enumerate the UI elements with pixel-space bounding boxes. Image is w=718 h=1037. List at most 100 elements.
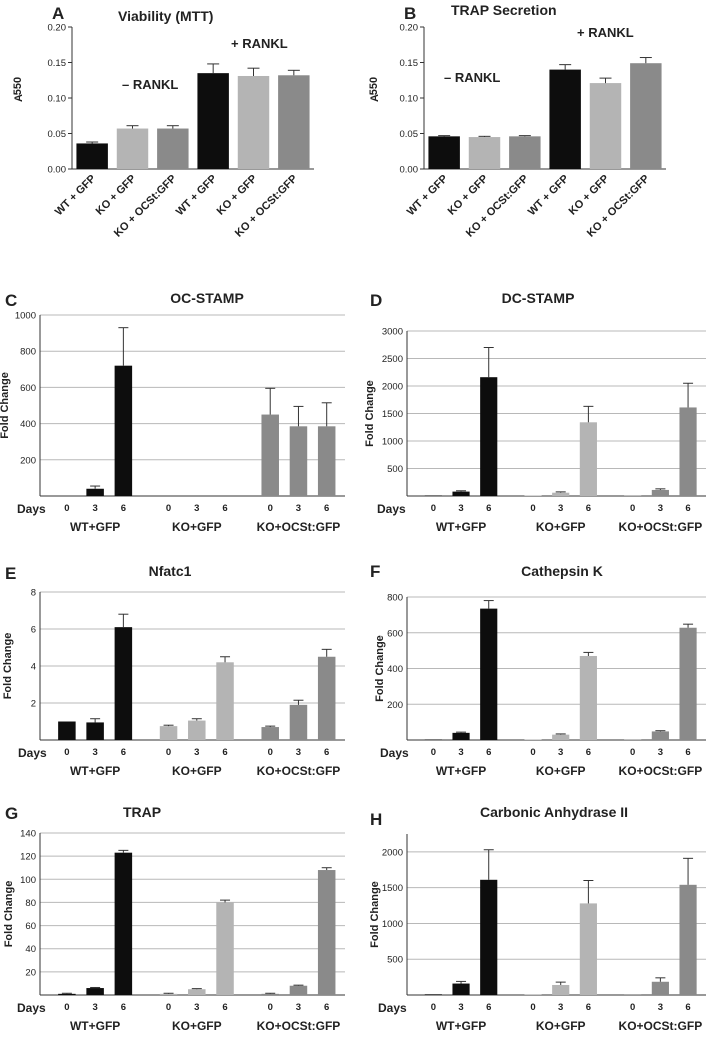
day-tick-label: 0 [64, 747, 69, 758]
y-tick-label: 1500 [382, 883, 403, 894]
bar [552, 734, 570, 740]
day-tick-label: 6 [685, 1002, 690, 1013]
day-tick-label: 3 [458, 747, 463, 758]
day-tick-label: 0 [166, 1002, 171, 1013]
y-tick-label: 800 [20, 347, 36, 358]
y-axis-label: Fold Change [2, 633, 14, 700]
y-tick-label: 1000 [382, 919, 403, 930]
panel-letter-c: C [5, 291, 17, 310]
day-tick-label: 3 [296, 1002, 301, 1013]
panel-letter-f: F [370, 562, 380, 581]
bar [261, 727, 279, 740]
chart-title: Nfatc1 [149, 563, 192, 579]
day-tick-label: 3 [296, 503, 301, 514]
bar [452, 732, 470, 740]
y-axis-label: A [13, 94, 25, 102]
bar [116, 128, 149, 169]
y-tick-label: 600 [20, 383, 36, 394]
group-label: KO+GFP [536, 1019, 586, 1033]
day-tick-label: 3 [92, 503, 97, 514]
day-tick-label: 0 [166, 747, 171, 758]
bar [289, 426, 308, 496]
x-tick-label: WT + GFP [405, 173, 450, 218]
days-label: Days [18, 746, 47, 760]
group-label: KO+GFP [536, 764, 586, 778]
day-tick-label: 0 [530, 503, 535, 514]
bar [216, 662, 234, 740]
y-tick-label: 0.15 [400, 58, 419, 69]
y-tick-label: 8 [31, 588, 36, 599]
y-tick-label: 2000 [382, 847, 403, 858]
y-tick-label: 600 [387, 628, 403, 639]
bar [289, 985, 308, 995]
bar [424, 994, 442, 995]
y-tick-label: 200 [20, 455, 36, 466]
day-tick-label: 6 [222, 1002, 227, 1013]
day-tick-label: 0 [64, 1002, 69, 1013]
panel-letter-d: D [370, 291, 382, 310]
bar [651, 731, 669, 740]
x-tick-label: WT + GFP [53, 173, 98, 218]
chart-title: TRAP [123, 804, 161, 820]
group-label: KO+GFP [536, 520, 586, 534]
bar [624, 739, 642, 740]
bar [524, 994, 542, 995]
days-label: Days [378, 1001, 407, 1015]
day-tick-label: 6 [222, 503, 227, 514]
annotation-plus-rankl: + RANKL [577, 25, 634, 40]
y-axis-label: A [369, 94, 381, 102]
y-tick-label: 140 [20, 829, 36, 840]
bar [624, 495, 642, 496]
day-tick-label: 6 [121, 503, 126, 514]
group-label: WT+GFP [70, 520, 120, 534]
y-tick-label: 0.05 [400, 129, 419, 140]
day-tick-label: 6 [324, 747, 329, 758]
bar [579, 422, 597, 496]
y-tick-label: 1000 [382, 437, 403, 448]
day-tick-label: 6 [121, 1002, 126, 1013]
bar [261, 993, 279, 995]
bar [651, 489, 669, 496]
day-tick-label: 3 [194, 503, 199, 514]
group-label: KO+OCSt:GFP [619, 764, 703, 778]
bar [289, 704, 308, 740]
bar [552, 984, 570, 995]
day-tick-label: 6 [586, 747, 591, 758]
bar [159, 993, 178, 995]
panel-letter-g: G [5, 804, 18, 823]
y-tick-label: 400 [20, 419, 36, 430]
bar [159, 726, 178, 740]
y-axis-label-subscript: 550 [368, 77, 380, 95]
day-tick-label: 0 [530, 747, 535, 758]
bar [317, 426, 336, 496]
y-axis-label: Fold Change [0, 372, 11, 439]
bar [424, 739, 442, 740]
days-label: Days [17, 502, 46, 516]
day-tick-label: 6 [685, 747, 690, 758]
y-tick-label: 800 [387, 593, 403, 604]
bar [579, 903, 597, 995]
bar [261, 414, 279, 496]
bar [524, 739, 542, 740]
day-tick-label: 6 [324, 503, 329, 514]
day-tick-label: 0 [630, 503, 635, 514]
bar [157, 128, 189, 169]
day-tick-label: 0 [64, 503, 69, 514]
bar [216, 902, 234, 995]
day-tick-label: 0 [431, 747, 436, 758]
y-tick-label: 6 [31, 625, 36, 636]
day-tick-label: 0 [268, 503, 273, 514]
y-tick-label: 60 [25, 921, 36, 932]
group-label: KO+GFP [172, 520, 222, 534]
bar [114, 365, 133, 496]
bar [86, 988, 104, 995]
day-tick-label: 3 [194, 747, 199, 758]
days-label: Days [377, 502, 406, 516]
bar [424, 495, 442, 496]
y-axis-label: Fold Change [374, 635, 386, 702]
chart-title: DC-STAMP [502, 290, 575, 306]
bar [188, 989, 206, 995]
y-tick-label: 0.05 [48, 129, 67, 140]
y-tick-label: 80 [25, 898, 36, 909]
y-axis-label-subscript: 550 [12, 77, 24, 95]
